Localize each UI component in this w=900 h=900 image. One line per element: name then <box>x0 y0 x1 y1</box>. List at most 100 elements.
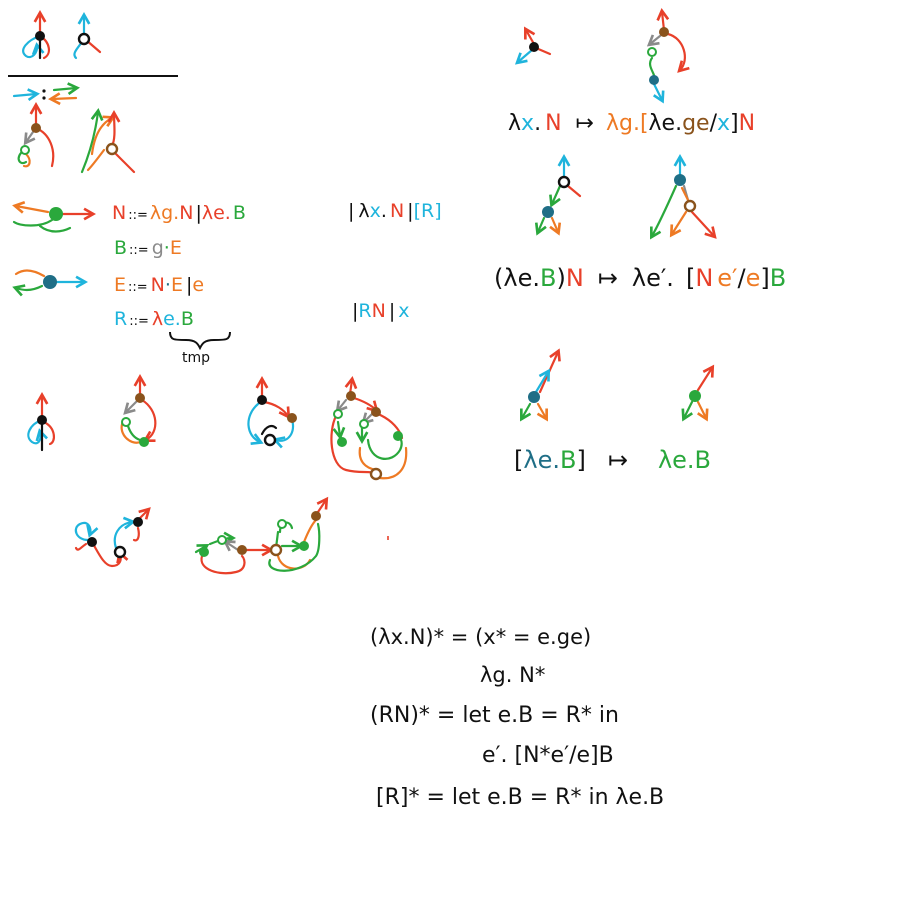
r1-arrow: ↦ <box>576 111 594 136</box>
alt1-bar1: | <box>348 200 354 222</box>
r3-b2: B <box>695 446 711 474</box>
grammar-r-sep: ::= <box>129 314 149 329</box>
graph-two-node-pair <box>74 507 151 568</box>
tmp-brace <box>169 331 231 351</box>
tmp-label: tmp <box>182 350 210 366</box>
mini-graph-brown <box>17 102 55 168</box>
alt2-n: N <box>372 300 386 322</box>
r1-close: ] <box>730 111 739 136</box>
svg-text:[λe.B]↦λe.B: [λe.B] ↦ λe.B <box>514 446 711 474</box>
basic-abstraction-node <box>73 12 102 60</box>
translation-line-2: λg. N* <box>480 663 545 687</box>
alt1-x: x <box>370 200 381 222</box>
teal-node-legend <box>12 269 88 297</box>
r1-n2: N <box>739 111 755 136</box>
r2-le2: λe′. <box>632 264 674 292</box>
r2-e2: e <box>746 264 761 292</box>
svg-text:E::=N·E|e: E::= N·E |e <box>114 274 204 296</box>
grammar-alt-2: |RN | x <box>352 300 409 322</box>
r1-n: N <box>545 111 561 136</box>
svg-text:B::=g·E: B::= g·E <box>114 237 182 259</box>
svg-text:R::=λe.B: R::= λe.B <box>114 308 194 330</box>
rule2-text: (λe.B)N ↦ λe′. [N e′/e]B <box>494 264 786 292</box>
r3-b: B <box>560 446 576 474</box>
grammar-b-p1: g <box>152 237 164 259</box>
wire-equivalence <box>12 82 80 106</box>
alt2-r: R <box>358 300 371 322</box>
rule2-rhs-graph <box>650 154 717 240</box>
r2-slash: / <box>737 264 746 292</box>
graph-app-loop <box>27 392 56 452</box>
svg-text:N::=λg.N|λe.B: N::= λg.N |λe. B <box>112 202 246 224</box>
alt2-bar1: | <box>352 300 358 322</box>
r1-le: λe. <box>649 111 683 136</box>
r2-bclose: ] <box>760 264 769 292</box>
svg-text:(λe.B)N↦λe′.[Ne′/e]B: (λe.B)N ↦ λe′. [N e′/e]B <box>494 264 786 292</box>
rule2-lhs-graph <box>534 154 582 236</box>
grammar-n-p4: B <box>233 202 246 224</box>
graph-brown-green-cycle <box>120 374 157 447</box>
r2-n: N <box>566 264 584 292</box>
r1-slash: / <box>710 111 718 136</box>
grammar-n-p3: λe. <box>202 202 231 224</box>
grammar-r-p1: λ <box>152 308 163 330</box>
grammar-r-p2: e. <box>163 308 181 330</box>
grammar-e-p4: e <box>192 274 204 296</box>
rule1-text: λx. N ↦ λg.[λe.ge/x]N <box>508 111 755 136</box>
grammar-b-p2: · <box>164 237 170 259</box>
grammar-e-bar: | <box>186 274 192 296</box>
graph-complex-loop <box>330 376 408 481</box>
r1-x: x <box>521 111 534 136</box>
translation-line-4: e′. [N*e′/e]B <box>482 743 614 768</box>
r2-b2: B <box>770 264 786 292</box>
alt1-br: [R] <box>414 200 442 222</box>
green-node-legend <box>12 201 96 233</box>
mini-graph-cross <box>80 108 136 174</box>
r3-close: ] <box>576 446 585 474</box>
r3-le: λe. <box>523 446 560 474</box>
grammar-n-p2: N <box>179 202 193 224</box>
alt2-bar2: | <box>389 300 395 322</box>
grammar-rule-e: E::= N·E |e <box>114 274 204 296</box>
rule3-rhs-graph <box>681 364 715 422</box>
svg-text:λx.N↦λg.[λe.ge/x]N: λx. N ↦ λg.[λe.ge/x]N <box>508 111 755 136</box>
grammar-e-p1: N <box>151 274 165 296</box>
grammar-b-p3: E <box>170 237 182 259</box>
grammar-rule-b: B::= g·E <box>114 237 182 259</box>
translation-line-5: [R]* = let e.B = R* in λe.B <box>376 785 664 810</box>
grammar-n-sep: ::= <box>128 208 148 223</box>
svg-text:|RN|x: |RN | x <box>352 300 409 322</box>
r2-n2: N <box>695 264 713 292</box>
grammar-r-p3: B <box>181 308 194 330</box>
r2-arrow: ↦ <box>598 264 618 292</box>
grammar-rule-r: R::= λe.B <box>114 308 194 330</box>
grammar-n-p1: λg. <box>150 202 179 224</box>
rule3-lhs-graph <box>520 348 561 422</box>
svg-text:|λx.N|[R]: | λx. N |[R] <box>348 200 442 222</box>
r1-ge: ge <box>682 111 710 136</box>
r2-b: B <box>540 264 556 292</box>
graph-black-open-cycle <box>247 376 297 449</box>
r1-x2: x <box>717 111 730 136</box>
r1-lg: λg.[ <box>606 111 649 136</box>
grammar-e-p2: · <box>165 274 171 296</box>
r2-bopen: [ <box>686 264 695 292</box>
graph-chain <box>194 496 329 575</box>
translation-block: (λx.N)* = (x* = e.ge) λg. N* (RN)* = let… <box>370 625 664 810</box>
alt1-bar2: | <box>407 200 413 222</box>
r3-open: [ <box>514 446 523 474</box>
r1-lam: λ <box>508 111 521 136</box>
grammar-b-lhs: B <box>114 237 127 259</box>
alt2-x: x <box>398 300 409 322</box>
alt1-n: N <box>390 200 404 222</box>
grammar-e-lhs: E <box>114 274 126 296</box>
r3-le2: λe. <box>658 446 695 474</box>
grammar-rule-n: N::= λg.N |λe. B <box>112 202 246 224</box>
rule1-rhs-graph <box>646 8 690 104</box>
alt1-lam: λ <box>358 200 369 222</box>
grammar-e-p3: E <box>171 274 183 296</box>
alt1-dot: . <box>381 200 387 222</box>
grammar-n-lhs: N <box>112 202 126 224</box>
translation-line-3: (RN)* = let e.B = R* in <box>370 703 619 728</box>
